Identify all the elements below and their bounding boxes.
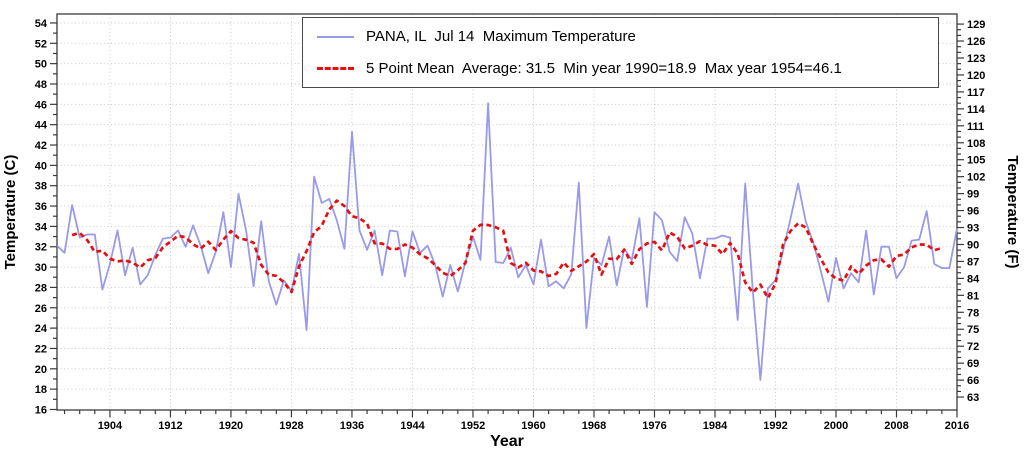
left-tick-label: 20 xyxy=(35,364,47,376)
x-tick-label: 1904 xyxy=(98,420,123,432)
legend-label-max-temperature: PANA, IL Jul 14 Maximum Temperature xyxy=(366,27,636,45)
right-tick-label: 117 xyxy=(967,87,985,99)
max-temperature-line xyxy=(56,102,958,381)
left-tick-label: 54 xyxy=(35,18,48,30)
left-tick-label: 18 xyxy=(35,384,47,396)
legend-item-five-point-mean: 5 Point Mean Average: 31.5 Min year 1990… xyxy=(317,53,930,85)
x-tick-label: 1936 xyxy=(340,420,364,432)
left-tick-label: 32 xyxy=(35,242,47,254)
right-tick-label: 105 xyxy=(967,155,985,167)
right-tick-label: 111 xyxy=(967,121,984,133)
right-tick-label: 90 xyxy=(967,239,979,251)
right-tick-label: 129 xyxy=(967,19,985,31)
left-axis-title: Temperature (C) xyxy=(2,155,19,270)
right-tick-label: 123 xyxy=(967,53,985,65)
right-tick-label: 87 xyxy=(967,256,979,268)
right-tick-label: 120 xyxy=(967,70,985,82)
right-tick-label: 75 xyxy=(967,324,979,336)
x-tick-label: 1944 xyxy=(400,420,425,432)
left-tick-label: 34 xyxy=(35,221,48,233)
left-tick-label: 40 xyxy=(35,160,47,172)
x-tick-label: 1984 xyxy=(703,420,728,432)
left-tick-label: 26 xyxy=(35,303,47,315)
right-tick-label: 99 xyxy=(967,189,979,201)
legend-line-sample-red-dashed xyxy=(317,67,354,70)
x-tick-label: 2016 xyxy=(945,420,969,432)
right-tick-label: 78 xyxy=(967,307,979,319)
x-axis-title: Year xyxy=(490,433,524,450)
left-tick-label: 38 xyxy=(35,181,47,193)
x-tick-label: 1968 xyxy=(582,420,606,432)
right-tick-label: 69 xyxy=(967,358,979,370)
right-tick-label: 93 xyxy=(967,223,979,235)
left-tick-label: 24 xyxy=(35,323,48,335)
axis-ticks xyxy=(50,22,964,418)
right-tick-label: 102 xyxy=(967,172,985,184)
left-tick-label: 48 xyxy=(35,79,47,91)
right-tick-label: 84 xyxy=(967,273,980,285)
right-tick-label: 72 xyxy=(967,341,979,353)
right-axis-title: Temperature (F) xyxy=(1004,155,1021,268)
x-tick-label: 1952 xyxy=(461,420,485,432)
right-tick-label: 63 xyxy=(967,392,979,404)
plot-frame xyxy=(56,13,958,411)
left-tick-label: 42 xyxy=(35,140,47,152)
left-tick-label: 28 xyxy=(35,282,47,294)
right-tick-label: 108 xyxy=(967,138,985,150)
left-tick-label: 46 xyxy=(35,99,47,111)
left-tick-label: 52 xyxy=(35,38,47,50)
tick-labels: 16 18 20 22 24 26 28 30 32 34 36 38 40 42 44 46 48 50 52 54… xyxy=(35,18,986,432)
left-tick-label: 36 xyxy=(35,201,47,213)
x-tick-label: 1960 xyxy=(521,420,545,432)
right-tick-label: 114 xyxy=(967,104,986,116)
x-tick-label: 1992 xyxy=(763,420,787,432)
right-tick-label: 126 xyxy=(967,36,985,48)
x-tick-label: 2008 xyxy=(884,420,908,432)
legend-item-max-temperature: PANA, IL Jul 14 Maximum Temperature xyxy=(317,21,930,53)
five-point-mean-line xyxy=(71,199,943,300)
left-tick-label: 50 xyxy=(35,59,47,71)
x-tick-label: 1928 xyxy=(279,420,303,432)
x-tick-label: 1920 xyxy=(219,420,243,432)
right-tick-label: 96 xyxy=(967,206,979,218)
x-tick-label: 2000 xyxy=(824,420,848,432)
x-tick-label: 1912 xyxy=(158,420,182,432)
left-tick-label: 44 xyxy=(35,120,48,132)
legend-line-sample-blue xyxy=(317,35,354,38)
legend: PANA, IL Jul 14 Maximum Temperature 5 Po… xyxy=(302,17,939,88)
legend-label-five-point-mean: 5 Point Mean Average: 31.5 Min year 1990… xyxy=(366,59,842,77)
left-tick-label: 16 xyxy=(35,404,47,416)
left-tick-label: 30 xyxy=(35,262,47,274)
left-tick-label: 22 xyxy=(35,343,47,355)
x-tick-label: 1976 xyxy=(642,420,666,432)
right-tick-label: 81 xyxy=(967,290,979,302)
right-tick-label: 66 xyxy=(967,375,979,387)
